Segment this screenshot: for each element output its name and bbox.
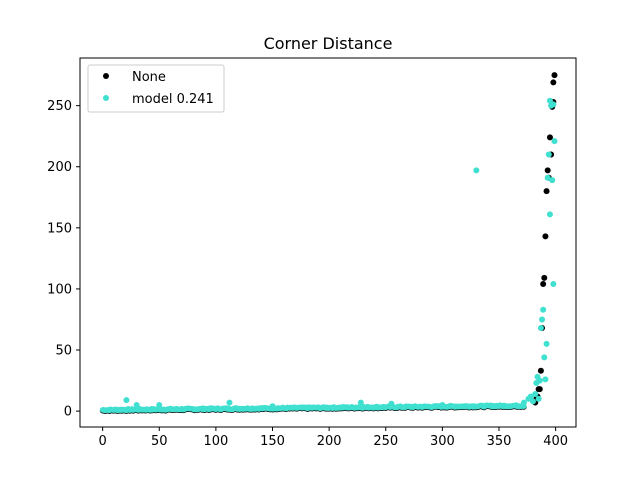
scatter-point-model (133, 402, 140, 409)
x-tick-label: 0 (99, 434, 107, 449)
scatter-point-none (541, 274, 548, 281)
y-tick-label: 150 (47, 221, 72, 236)
x-tick-label: 50 (151, 434, 168, 449)
scatter-point-model (546, 211, 553, 218)
scatter-point-model (541, 354, 548, 361)
scatter-point-model (544, 174, 551, 181)
scatter-point-model (532, 391, 539, 398)
legend-box (87, 64, 225, 113)
scatter-point-model (537, 325, 544, 332)
scatter-point-model (388, 400, 395, 407)
scatter-point-none (537, 367, 544, 374)
scatter-point-model (543, 340, 550, 347)
scatter-point-model (540, 306, 547, 313)
x-tick-label: 350 (487, 434, 512, 449)
y-tick-label: 50 (55, 344, 72, 359)
x-tick-label: 200 (317, 434, 342, 449)
x-tick-label: 250 (373, 434, 398, 449)
legend-label-model: model 0.241 (132, 92, 214, 107)
scatter-point-model (536, 377, 543, 384)
scatter-point-model (520, 399, 527, 406)
legend: None model 0.241 (87, 64, 225, 113)
scatter-point-none (540, 281, 547, 288)
scatter-point-model (473, 167, 480, 174)
y-axis: 0 50 100 150 200 250 (47, 99, 80, 420)
y-tick-label: 250 (47, 99, 72, 114)
chart-title: Corner Distance (264, 34, 393, 53)
scatter-point-none (551, 72, 558, 79)
x-tick-label: 400 (543, 434, 568, 449)
y-tick-label: 100 (47, 282, 72, 297)
x-tick-label: 100 (203, 434, 228, 449)
scatter-point-model (226, 399, 233, 406)
y-tick-label: 200 (47, 160, 72, 175)
scatter-point-model (156, 402, 163, 409)
legend-marker-none (103, 73, 109, 79)
scatter-point-model (545, 151, 552, 158)
legend-label-none: None (132, 70, 166, 85)
scatter-point-none (543, 188, 550, 195)
scatter-point-none (536, 386, 543, 393)
scatter-point-model (527, 393, 534, 400)
scatter-point-model (309, 404, 316, 411)
scatter-point-none (550, 79, 557, 86)
scatter-point-model (549, 177, 556, 184)
y-tick-label: 0 (64, 405, 72, 420)
scatter-point-model (539, 316, 546, 323)
scatter-point-none (542, 233, 549, 240)
scatter-point-model (269, 403, 276, 410)
scatter-point-model (439, 402, 446, 409)
scatter-point-none (546, 134, 553, 141)
scatter-point-model (529, 398, 536, 405)
scatter-point-none (544, 167, 551, 174)
axes-frame (79, 57, 577, 428)
scatter-point-model (535, 395, 542, 402)
legend-marker-model (103, 95, 109, 101)
x-tick-label: 150 (260, 434, 285, 449)
x-axis: 0 50 100 150 200 250 300 350 400 (99, 427, 568, 449)
scatter-point-model (542, 376, 549, 383)
plot-area (99, 72, 558, 414)
scatter-point-model (123, 397, 130, 404)
scatter-point-model (551, 138, 558, 145)
scatter-point-model (550, 101, 557, 108)
scatter-point-model (357, 399, 364, 406)
scatter-point-model (550, 281, 557, 288)
x-tick-label: 300 (430, 434, 455, 449)
